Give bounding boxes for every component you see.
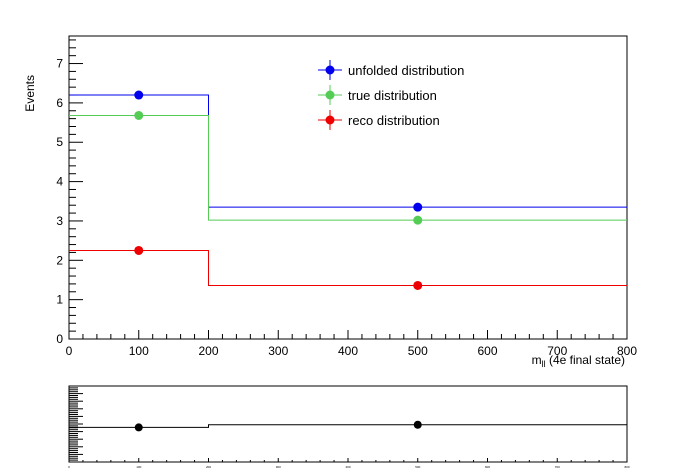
- y-tick-label: 3: [56, 214, 63, 228]
- ratio-x-tick-label: 300: [276, 465, 281, 469]
- x-tick-label: 100: [129, 344, 149, 358]
- data-point: [413, 420, 422, 429]
- data-point: [413, 202, 423, 212]
- legend-label: unfolded distribution: [348, 63, 464, 78]
- legend-label: true distribution: [348, 88, 437, 103]
- ratio-x-tick-label: 600: [485, 465, 490, 469]
- legend-marker-dot: [325, 65, 335, 75]
- ratio-x-tick-label: 200: [206, 465, 211, 469]
- ratio-x-tick-label: 800: [624, 465, 629, 469]
- ratio-x-axis: 0 100 200 300 400 500 600 700 800: [68, 458, 630, 469]
- legend-entry: unfolded distribution: [318, 60, 464, 80]
- main-x-axis: 0 100 200 300 400 500 600 700 800: [66, 330, 637, 358]
- ratio-x-tick-label: 100: [136, 465, 141, 469]
- data-point: [134, 423, 143, 432]
- main-series-group: [69, 90, 627, 290]
- ratio-x-tick-label: 500: [415, 465, 420, 469]
- ratio-x-tick-label: 0: [68, 465, 70, 469]
- y-tick-label: 5: [56, 135, 63, 149]
- legend-marker-dot: [325, 115, 335, 125]
- x-tick-label: 400: [338, 344, 358, 358]
- ratio-y-axis: [69, 385, 83, 463]
- main-y-axis: 0 1 2 3 4 5 6 7: [56, 39, 83, 346]
- y-tick-label: 7: [56, 57, 63, 71]
- legend: unfolded distribution true distribution re…: [318, 60, 464, 130]
- y-axis-label: Events: [23, 75, 37, 112]
- ratio-x-tick-label: 400: [345, 465, 350, 469]
- y-tick-label: 2: [56, 253, 63, 267]
- x-tick-label: 600: [477, 344, 497, 358]
- x-tick-label: 300: [268, 344, 288, 358]
- x-tick-label: 800: [617, 344, 637, 358]
- legend-entry: true distribution: [318, 85, 437, 105]
- x-axis-label-rest: (4e final state): [546, 353, 625, 367]
- y-tick-label: 1: [56, 293, 63, 307]
- x-axis-label-subscript: ll: [542, 359, 546, 369]
- x-tick-label: 500: [408, 344, 428, 358]
- x-tick-label: 200: [198, 344, 218, 358]
- x-tick-label: 0: [66, 344, 73, 358]
- data-point: [134, 245, 144, 255]
- x-axis-label-main: m: [532, 353, 542, 367]
- legend-label: reco distribution: [348, 113, 440, 128]
- y-tick-label: 0: [56, 332, 63, 346]
- legend-marker-dot: [325, 90, 335, 100]
- x-axis-label: mll (4e final state): [532, 353, 625, 369]
- legend-entry: reco distribution: [318, 110, 440, 130]
- ratio-x-tick-label: 700: [555, 465, 560, 469]
- y-tick-label: 4: [56, 175, 63, 189]
- y-tick-label: 6: [56, 96, 63, 110]
- data-point: [413, 215, 423, 225]
- data-point: [134, 90, 144, 100]
- data-point: [413, 280, 423, 290]
- ratio-series-group: [69, 420, 627, 432]
- x-tick-label: 700: [547, 344, 567, 358]
- data-point: [134, 110, 144, 120]
